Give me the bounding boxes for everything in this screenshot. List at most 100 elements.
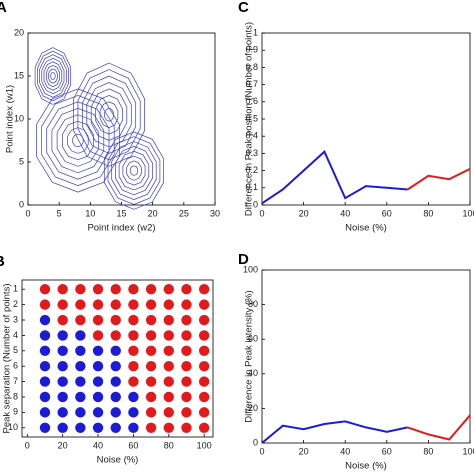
x-tick-label: 40	[340, 208, 350, 218]
dot	[181, 314, 192, 326]
y-tick-label: 0.1	[245, 182, 258, 192]
contour-ring	[67, 127, 89, 154]
y-tick-label: 8	[13, 391, 18, 401]
dot	[145, 345, 157, 357]
dot	[145, 314, 157, 326]
x-tick-label: 10	[85, 208, 95, 218]
dot	[57, 314, 68, 326]
dot	[75, 345, 86, 357]
dot	[163, 299, 174, 310]
x-tick-label: 25	[179, 208, 189, 218]
contour-ring	[46, 101, 110, 180]
contour-ring	[51, 107, 105, 174]
dot	[145, 299, 157, 310]
dot	[92, 407, 104, 418]
y-tick-label: 40	[248, 368, 258, 378]
x-tick-label: 80	[164, 440, 174, 450]
contour-ring	[50, 72, 56, 80]
dot	[92, 422, 104, 433]
dot	[128, 422, 139, 433]
dot	[145, 284, 157, 295]
dot	[181, 422, 192, 433]
dot	[145, 391, 157, 403]
dot	[198, 391, 210, 403]
dot	[92, 360, 104, 372]
dot	[57, 422, 68, 433]
dot	[110, 407, 121, 418]
dot	[181, 284, 192, 295]
dot	[198, 360, 210, 372]
contour-ring	[103, 131, 164, 210]
contour-ring	[107, 136, 161, 205]
contour-ring	[43, 61, 63, 91]
dot	[57, 391, 68, 403]
dot	[198, 284, 210, 295]
y-tick-label: 0.3	[245, 148, 258, 158]
y-tick-label: 5	[19, 156, 24, 166]
dot	[75, 330, 86, 341]
dot	[128, 314, 139, 326]
dot	[92, 299, 104, 310]
dot	[57, 284, 68, 295]
y-tick-label: 0.7	[245, 79, 258, 89]
dot	[163, 407, 174, 418]
dot	[198, 314, 210, 326]
contour-ring	[39, 54, 67, 98]
dot	[75, 407, 86, 418]
y-tick-label: 80	[248, 299, 258, 309]
dot	[163, 330, 174, 341]
dot	[39, 407, 51, 418]
x-tick-label: 60	[382, 208, 392, 218]
dot	[75, 314, 86, 326]
y-tick-label: 20	[14, 27, 24, 37]
dot	[128, 284, 139, 295]
dot	[181, 330, 192, 341]
contour-ring	[86, 82, 132, 148]
panel-label: A	[0, 0, 7, 16]
dot	[57, 330, 68, 341]
dot	[110, 360, 121, 372]
line-series	[261, 420, 408, 444]
y-axis-label: Difference in Peak position (Number of p…	[244, 22, 255, 216]
x-tick-label: 5	[57, 208, 62, 218]
plot-frame	[21, 279, 214, 438]
dot	[110, 391, 121, 403]
dot	[39, 376, 51, 387]
dot	[181, 391, 192, 403]
contour-ring	[37, 50, 69, 102]
y-tick-label: 0.8	[245, 62, 258, 72]
x-axis-label: Noise (%)	[345, 223, 387, 234]
x-tick-label: 100	[462, 446, 474, 456]
x-axis-label: Noise (%)	[345, 461, 387, 472]
contour-ring	[73, 62, 145, 167]
contour-ring	[111, 141, 157, 200]
dot	[75, 422, 86, 433]
x-axis-label: Point index (w2)	[87, 223, 155, 234]
dot	[163, 345, 174, 357]
y-tick-label: 15	[14, 70, 24, 80]
dot	[75, 284, 86, 295]
contour-ring	[122, 155, 146, 186]
y-tick-label: 9	[13, 407, 18, 417]
dot	[39, 422, 51, 433]
contour-ring	[41, 57, 65, 95]
dot	[57, 407, 68, 418]
x-tick-label: 30	[210, 208, 220, 218]
dot	[128, 391, 139, 403]
dot	[39, 391, 51, 403]
x-tick-label: 40	[93, 440, 103, 450]
contour-ring	[48, 68, 58, 84]
dot	[163, 391, 174, 403]
dot	[163, 422, 174, 433]
y-tick-label: 0	[253, 199, 258, 209]
y-tick-label: 7	[13, 376, 18, 386]
contour-ring	[77, 69, 141, 161]
y-tick-label: 20	[248, 403, 258, 413]
dot	[75, 299, 86, 310]
x-tick-label: 0	[25, 440, 30, 450]
x-tick-label: 20	[299, 208, 309, 218]
y-tick-label: 4	[13, 330, 18, 340]
dot	[128, 299, 139, 310]
dot	[75, 376, 86, 387]
dot	[110, 422, 121, 433]
